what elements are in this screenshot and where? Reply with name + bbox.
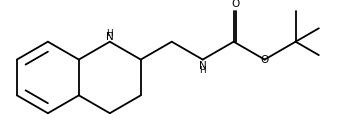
Text: N: N xyxy=(106,32,114,42)
Text: H: H xyxy=(199,66,206,75)
Text: N: N xyxy=(199,61,207,71)
Text: O: O xyxy=(231,0,239,9)
Text: O: O xyxy=(261,55,269,65)
Text: H: H xyxy=(107,29,113,38)
